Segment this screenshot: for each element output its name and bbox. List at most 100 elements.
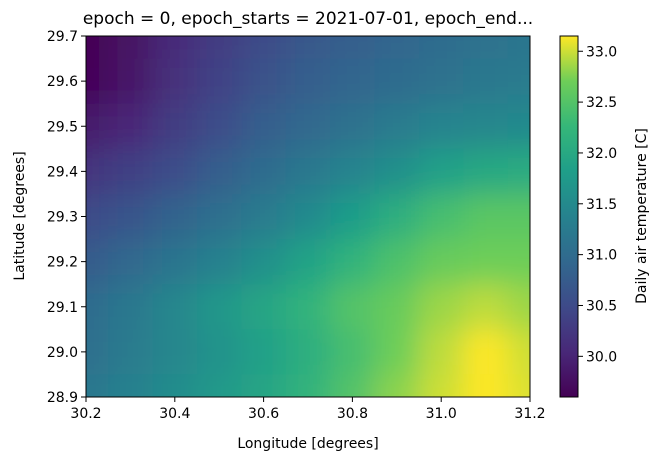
heatmap-cell [463,36,509,60]
colorbar-tick-label: 30.0 [586,349,617,365]
heatmap-cell [330,374,376,397]
heatmap-cell [152,284,198,331]
x-tick-label: 30.2 [70,406,101,422]
heatmap-cell [152,148,198,195]
heatmap-cell [507,284,530,331]
heatmap-cells [86,36,530,397]
heatmap-cell [507,374,530,397]
heatmap-cell [241,239,287,286]
heatmap-cell [285,239,332,286]
heatmap-cell [419,193,465,241]
heatmap-cell [507,193,530,241]
colorbar-tick-label: 30.5 [586,298,617,314]
colorbar-tick-label: 31.0 [586,248,617,264]
heatmap-cell [330,239,376,286]
heatmap-cell [463,239,509,286]
heatmap-cell [285,374,332,397]
colorbar-ticks: 30.0 30.5 31.0 31.5 32.0 32.5 33.0 [578,44,617,365]
heatmap-cell [108,193,154,241]
heatmap-cell [330,284,376,331]
heatmap-cell [374,148,420,195]
heatmap-cell [86,58,110,105]
heatmap-cell [419,148,465,195]
x-tick-label: 30.6 [248,406,279,422]
heatmap-cell [108,329,154,376]
heatmap-cell [285,284,332,331]
heatmap-cell [197,103,243,150]
y-tick-label: 29.3 [47,210,78,226]
heatmap-cell [507,148,530,195]
heatmap-cell [374,103,420,150]
heatmap-cell [330,148,376,195]
heatmap-cell [285,329,332,376]
heatmap-cell [285,103,332,150]
heatmap-cell [197,36,243,60]
heatmap-cell [152,329,198,376]
heatmap-cell [374,284,420,331]
x-tick-label: 30.4 [159,406,190,422]
heatmap-cell [285,193,332,241]
x-axis-label: Longitude [degrees] [237,436,378,452]
colorbar-tick-label: 31.5 [586,197,617,213]
heatmap-cell [86,193,110,241]
heatmap-cell [152,58,198,105]
heatmap-cell [330,193,376,241]
heatmap-cell [463,284,509,331]
heatmap-cell [152,239,198,286]
y-tick-label: 29.6 [47,74,78,90]
heatmap-cell [86,329,110,376]
y-tick-label: 29.4 [47,164,78,180]
heatmap-cell [86,148,110,195]
heatmap-cell [374,239,420,286]
heatmap-cell [507,103,530,150]
heatmap-cell [285,148,332,195]
heatmap-cell [419,36,465,60]
heatmap-cell [197,284,243,331]
heatmap-cell [241,193,287,241]
heatmap-cell [86,374,110,397]
y-tick-label: 29.2 [47,255,78,271]
heatmap-cell [108,103,154,150]
heatmap-cell [108,284,154,331]
heatmap-cell [86,103,110,150]
heatmap-cell [108,58,154,105]
heatmap-cell [285,58,332,105]
heatmap-cell [463,148,509,195]
heatmap-cell [419,329,465,376]
heatmap-cell [419,239,465,286]
heatmap-cell [507,239,530,286]
heatmap-cell [241,374,287,397]
heatmap-cell [108,239,154,286]
heatmap-cell [463,329,509,376]
heatmap-cell [374,374,420,397]
heatmap-cell [197,58,243,105]
x-tick-label: 30.8 [337,406,368,422]
heatmap-cell [152,103,198,150]
heatmap-cell [86,36,110,60]
heatmap-cell [330,36,376,60]
y-tick-label: 28.9 [47,390,78,406]
heatmap-cell [463,58,509,105]
heatmap-cell [330,103,376,150]
heatmap-cell [152,374,198,397]
heatmap-cell [419,284,465,331]
heatmap-cell [86,284,110,331]
y-tick-label: 29.5 [47,119,78,135]
heatmap-cell [419,103,465,150]
y-tick-label: 29.0 [47,345,78,361]
heatmap-cell [241,58,287,105]
heatmap-cell [152,193,198,241]
x-axis-ticks: 30.2 30.4 30.6 30.8 31.0 31.2 [70,397,546,422]
heatmap-cell [152,36,198,60]
heatmap-cell [197,148,243,195]
heatmap-cell [241,36,287,60]
heatmap-cell [197,374,243,397]
chart-title: epoch = 0, epoch_starts = 2021-07-01, ep… [83,9,533,29]
heatmap-cell [197,193,243,241]
heatmap-cell [330,329,376,376]
heatmap-cell [507,329,530,376]
heatmap-cell [197,239,243,286]
heatmap-cell [419,58,465,105]
heatmap-cell [241,329,287,376]
